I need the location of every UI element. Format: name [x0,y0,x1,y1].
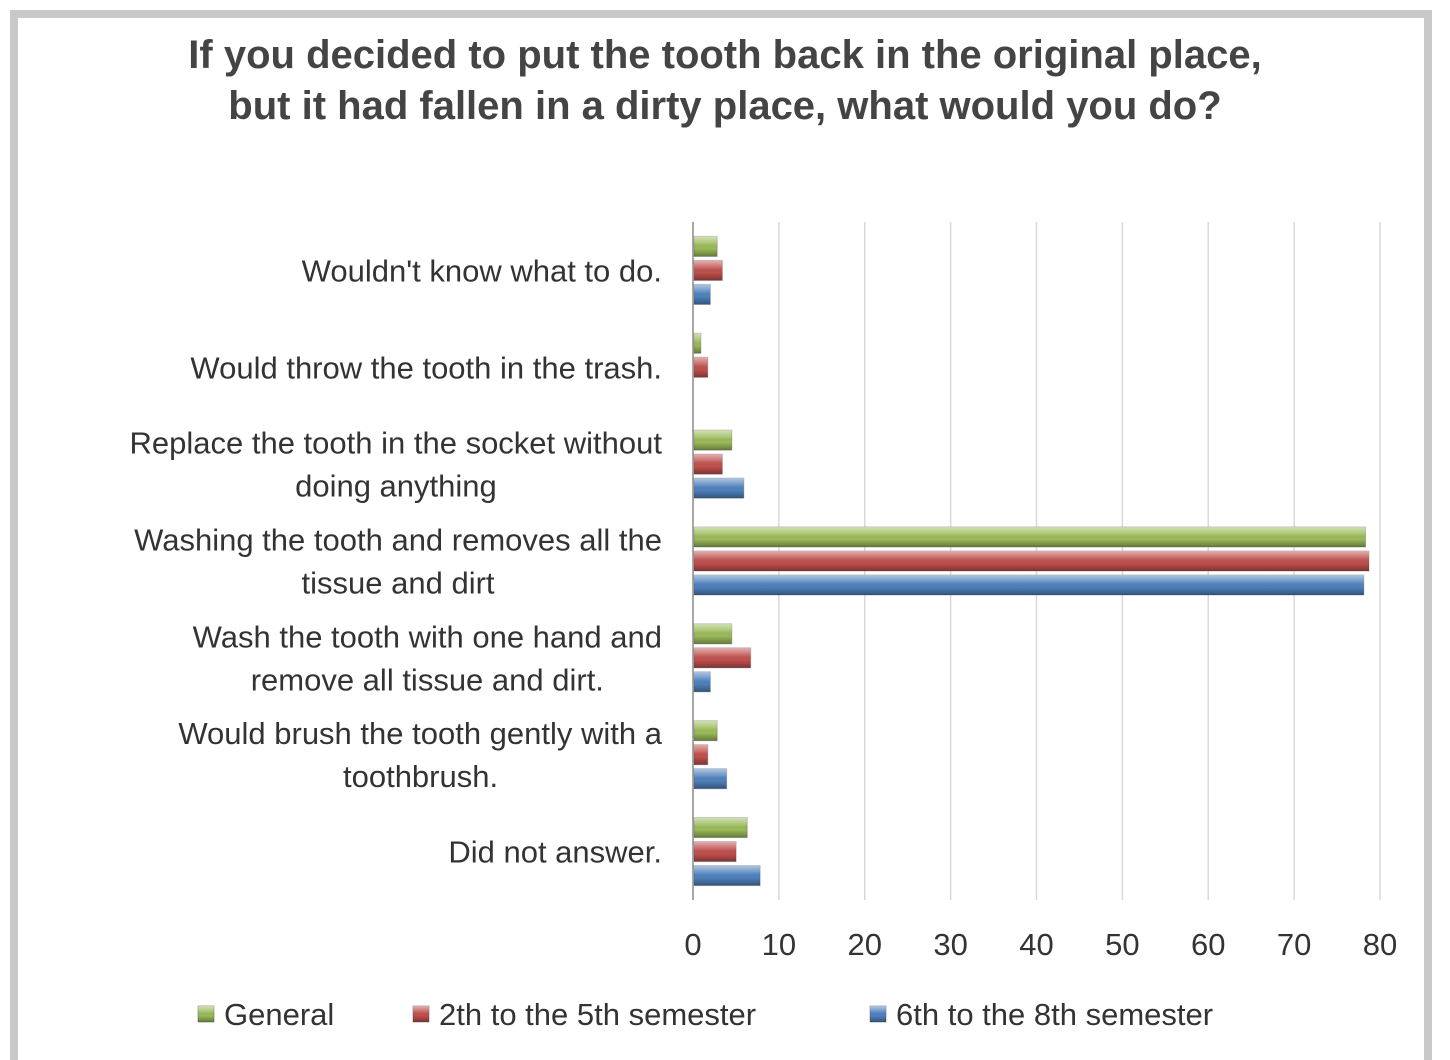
chart-title: If you decided to put the tooth back in … [188,33,1262,128]
x-tick-label: 20 [848,927,882,962]
category-label: remove all tissue and dirt. [251,662,604,697]
bar [693,865,761,887]
bar [693,356,709,378]
bar [693,841,737,863]
category-label: Wash the tooth with one hand and [193,619,662,654]
legend-label: General [224,997,334,1032]
x-tick-label: 40 [1019,927,1053,962]
bar [693,720,718,742]
legend-item: 2th to the 5th semester [412,997,756,1032]
bar [693,768,728,790]
bar [693,817,748,839]
bar [693,671,711,693]
category-label: Wouldn't know what to do. [302,253,662,288]
legend-item: General [197,997,334,1032]
category-label: toothbrush. [343,759,498,794]
bar [693,235,718,257]
bar [693,332,702,354]
category-label: doing anything [295,469,497,504]
legend-label: 2th to the 5th semester [439,997,756,1032]
bar [693,259,723,281]
x-tick-label: 50 [1105,927,1139,962]
bar [693,477,745,499]
category-label: Did not answer. [448,835,662,870]
category-label: Washing the tooth and removes all the [134,523,662,558]
category-label: Would brush the tooth gently with a [178,716,662,751]
legend-item: 6th to the 8th semester [869,997,1213,1032]
bar [693,526,1367,548]
bar [693,550,1370,572]
category-label: Would throw the tooth in the trash. [190,350,662,385]
bar [693,574,1365,596]
bar [693,623,733,645]
bar [693,429,733,451]
bar [693,453,723,475]
x-tick-label: 80 [1363,927,1397,962]
x-tick-label: 30 [933,927,967,962]
category-label: Replace the tooth in the socket without [130,426,663,461]
bar [693,744,709,766]
legend-label: 6th to the 8th semester [896,997,1213,1032]
x-tick-label: 60 [1191,927,1225,962]
x-tick-label: 0 [684,927,701,962]
bar [693,283,711,305]
x-tick-label: 70 [1277,927,1311,962]
category-label: tissue and dirt [302,566,495,601]
x-tick-label: 10 [762,927,796,962]
bar [693,647,752,669]
